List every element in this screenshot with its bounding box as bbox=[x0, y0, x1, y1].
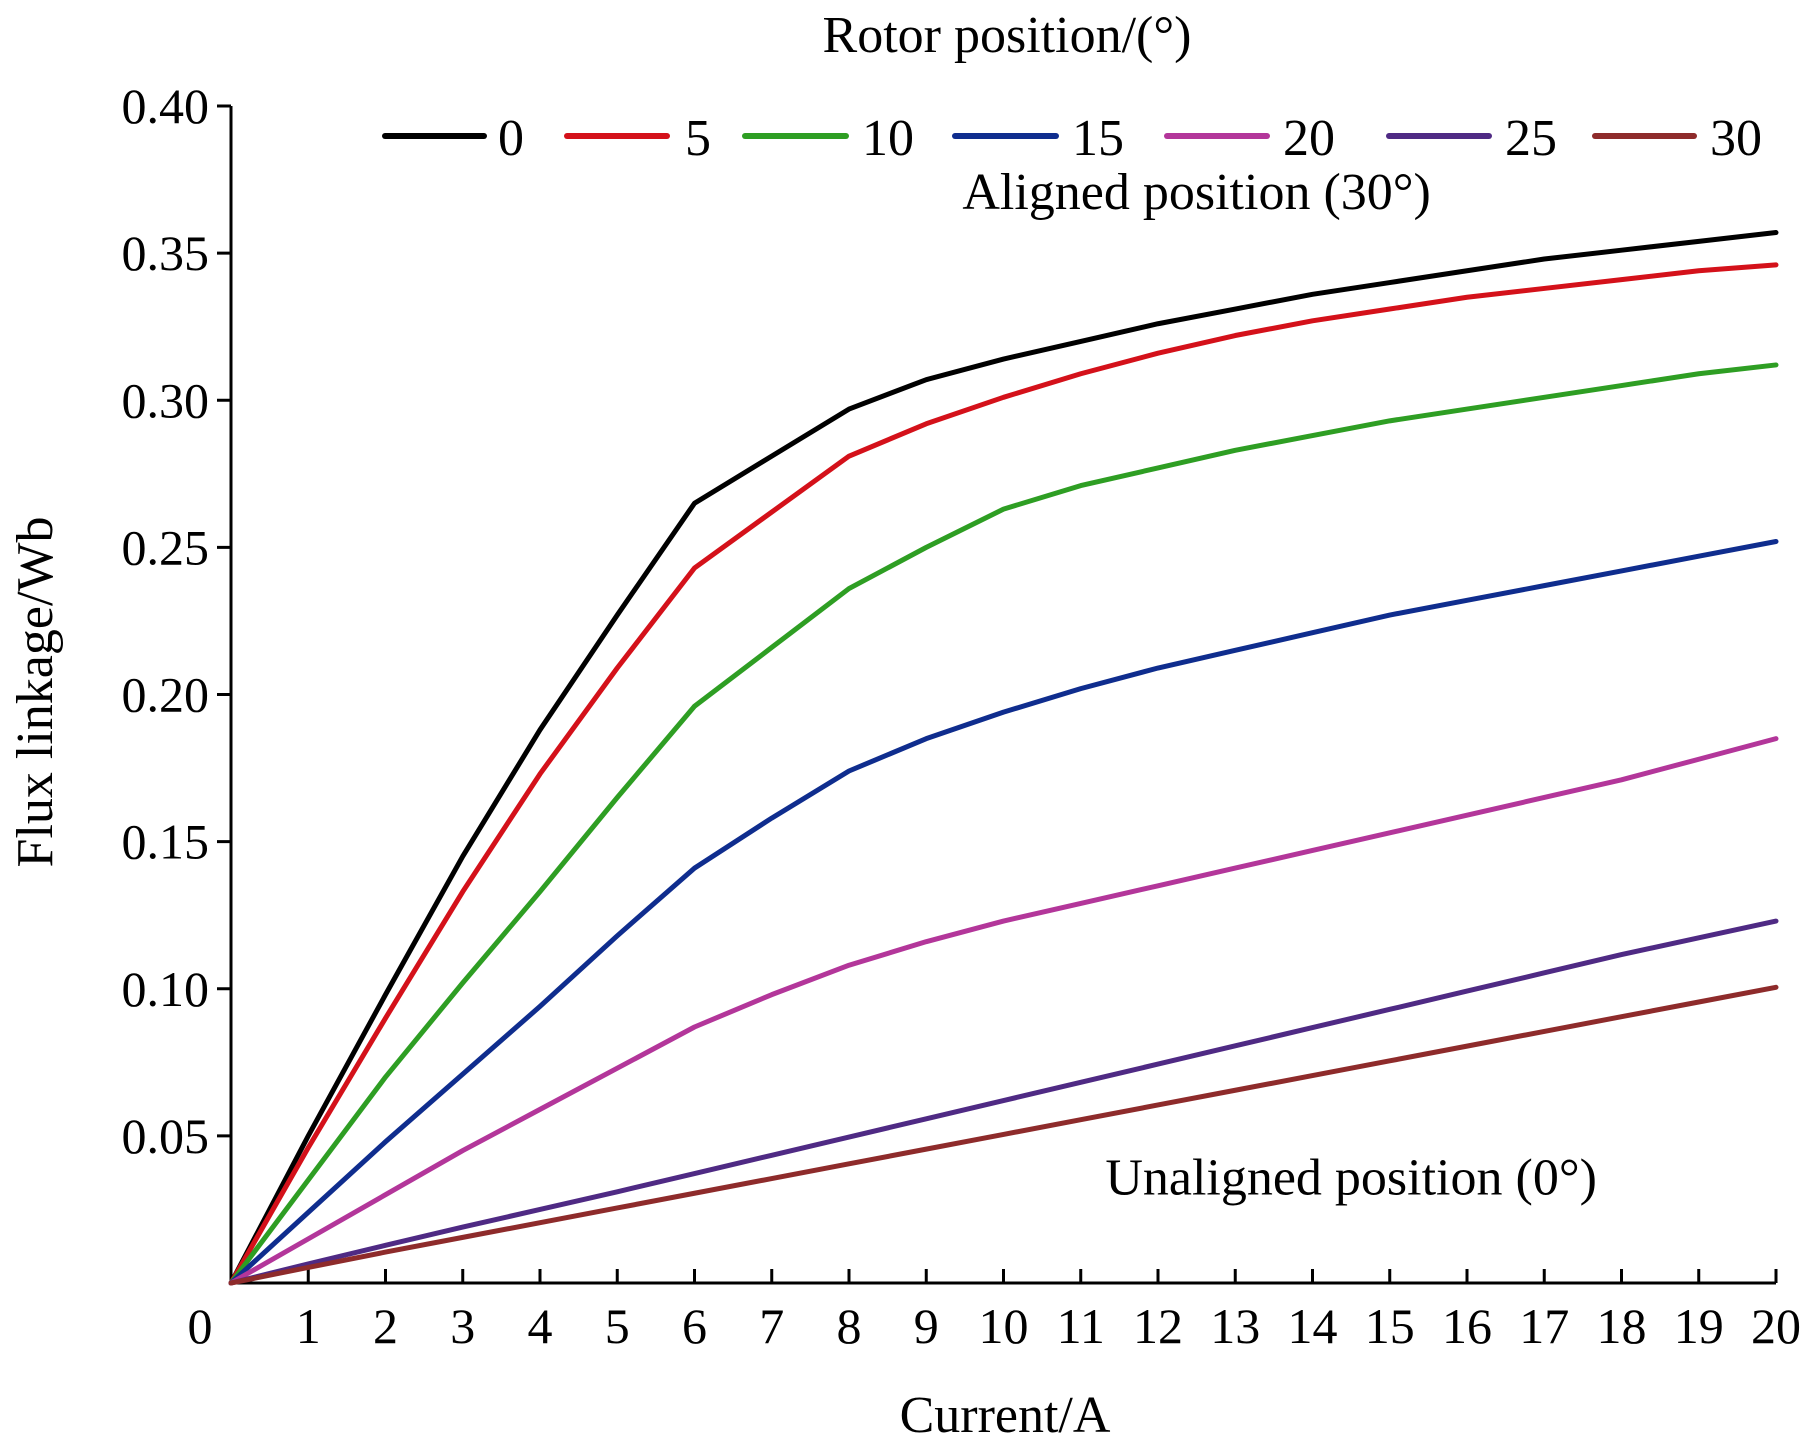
legend-label-30: 30 bbox=[1710, 110, 1762, 167]
x-tick-label: 15 bbox=[1365, 1298, 1415, 1354]
series-line-5 bbox=[228, 262, 1779, 1286]
x-tick-label: 18 bbox=[1597, 1298, 1647, 1354]
x-ticks: 0 1 2 3 4 5 6 7 8 9 10 11 12 13 14 15 16 17 18 19 20 bbox=[188, 1269, 1801, 1354]
x-tick-label: 19 bbox=[1674, 1298, 1724, 1354]
x-tick-label: 14 bbox=[1288, 1298, 1338, 1354]
x-tick-label: 3 bbox=[450, 1298, 475, 1354]
y-axis-title: Flux linkage/Wb bbox=[7, 517, 64, 868]
x-tick-label: 4 bbox=[528, 1298, 553, 1354]
series-line-25 bbox=[228, 918, 1779, 1286]
x-tick-label: 1 bbox=[296, 1298, 321, 1354]
series-line-10 bbox=[228, 362, 1779, 1286]
y-tick-label: 0.05 bbox=[122, 1108, 210, 1164]
legend-label-20: 20 bbox=[1283, 110, 1335, 167]
x-tick-label: 11 bbox=[1057, 1298, 1105, 1354]
y-tick-label: 0.40 bbox=[122, 78, 210, 134]
x-tick-label: 7 bbox=[759, 1298, 784, 1354]
legend-label-25: 25 bbox=[1505, 110, 1557, 167]
x-tick-label: 5 bbox=[605, 1298, 630, 1354]
x-tick-label: 16 bbox=[1442, 1298, 1492, 1354]
axes bbox=[229, 106, 1776, 1285]
legend-label-5: 5 bbox=[685, 110, 711, 167]
x-tick-label: 8 bbox=[837, 1298, 862, 1354]
y-tick-label: 0.10 bbox=[122, 961, 210, 1017]
series-line-20 bbox=[228, 736, 1779, 1286]
y-tick-label: 0.25 bbox=[122, 519, 210, 575]
series-line-15 bbox=[228, 538, 1779, 1286]
y-ticks: 0.05 0.10 0.15 0.20 0.25 0.30 0.35 0.40 bbox=[122, 78, 231, 1164]
annotation-aligned: Aligned position (30°) bbox=[962, 164, 1431, 221]
x-tick-label: 2 bbox=[373, 1298, 398, 1354]
series-line-0 bbox=[228, 230, 1779, 1286]
annotation-unaligned: Unaligned position (0°) bbox=[1105, 1150, 1597, 1207]
legend: 0 5 10 15 20 25 30 bbox=[382, 110, 1762, 167]
y-tick-label: 0.30 bbox=[122, 372, 210, 428]
series-lines bbox=[228, 230, 1779, 1286]
legend-label-0: 0 bbox=[498, 110, 524, 167]
x-tick-label: 12 bbox=[1133, 1298, 1183, 1354]
legend-label-15: 15 bbox=[1072, 110, 1124, 167]
y-tick-label: 0.20 bbox=[122, 667, 210, 723]
series-line-30 bbox=[228, 984, 1779, 1286]
x-tick-label: 9 bbox=[914, 1298, 939, 1354]
legend-label-10: 10 bbox=[862, 110, 914, 167]
x-tick-label: 13 bbox=[1210, 1298, 1260, 1354]
x-tick-label: 10 bbox=[979, 1298, 1029, 1354]
x-tick-label: 17 bbox=[1519, 1298, 1569, 1354]
x-axis-title: Current/A bbox=[900, 1387, 1111, 1444]
y-tick-label: 0.35 bbox=[122, 225, 210, 281]
legend-title: Rotor position/(°) bbox=[823, 7, 1192, 64]
x-tick-label: 0 bbox=[188, 1298, 213, 1354]
y-tick-label: 0.15 bbox=[122, 814, 210, 870]
x-tick-label: 20 bbox=[1751, 1298, 1801, 1354]
x-tick-label: 6 bbox=[682, 1298, 707, 1354]
